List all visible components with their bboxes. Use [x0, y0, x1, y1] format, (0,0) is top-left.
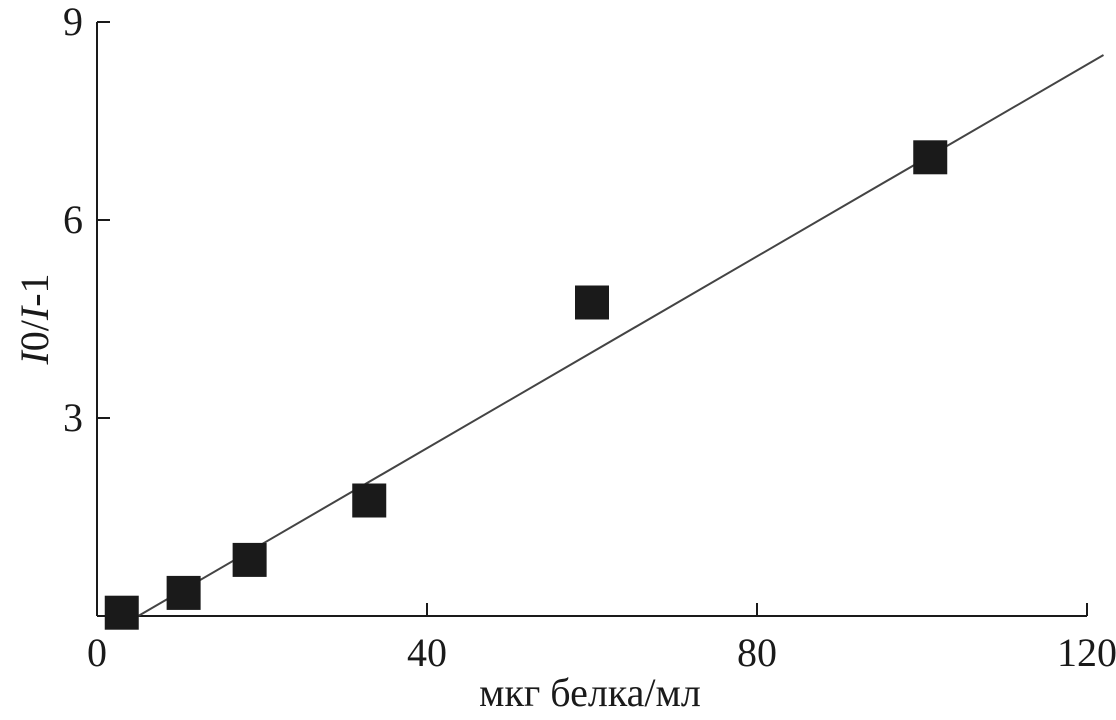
- data-point-marker: [232, 542, 267, 577]
- x-axis-title: мкг белка/мл: [479, 670, 701, 715]
- data-point-marker: [575, 285, 609, 320]
- x-tick-label: 80: [737, 630, 777, 675]
- y-axis-title-tail: -1: [12, 273, 57, 306]
- data-points: [104, 140, 948, 630]
- data-point-marker: [352, 483, 387, 518]
- x-tick-label: 40: [407, 630, 447, 675]
- y-tick-label: 9: [63, 0, 83, 44]
- x-tick-label: 0: [87, 630, 107, 675]
- data-point-marker: [166, 575, 201, 610]
- y-axis-title-i: I: [12, 350, 57, 366]
- y-axis-title: I0/I-1: [12, 273, 57, 365]
- y-axis-title-i2: I: [12, 305, 57, 321]
- data-point-marker: [104, 595, 139, 630]
- y-tick-label: 6: [63, 197, 83, 242]
- regression-line: [137, 54, 1105, 617]
- y-axis-title-mid: 0/: [12, 319, 57, 351]
- axis-ticks: 0 40 80 120 3 6 9: [63, 0, 1116, 675]
- y-tick-label: 3: [63, 395, 83, 440]
- data-point-marker: [913, 140, 948, 175]
- x-tick-label: 120: [1057, 630, 1116, 675]
